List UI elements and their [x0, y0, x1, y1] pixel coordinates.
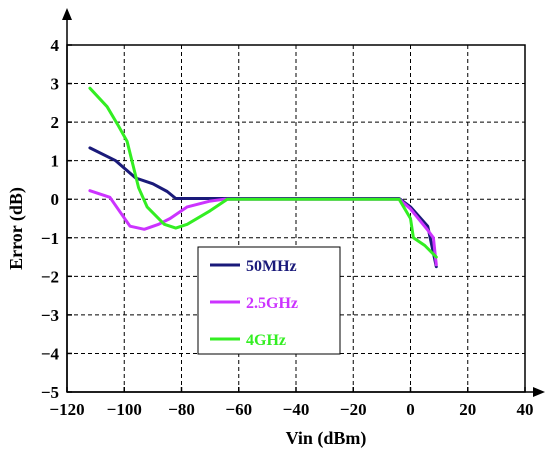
x-tick-label: 40 — [517, 400, 534, 419]
legend: 50MHz 2.5GHz 4GHz — [197, 246, 341, 355]
grid — [67, 45, 525, 392]
x-tick-label: −60 — [225, 400, 252, 419]
x-tick-label: −100 — [107, 400, 142, 419]
x-axis-arrow-icon — [533, 387, 545, 397]
legend-label-50mhz: 50MHz — [246, 258, 297, 275]
legend-label-2.5ghz: 2.5GHz — [246, 295, 298, 312]
y-tick-label: 0 — [51, 190, 60, 209]
y-axis-label: Error (dB) — [6, 187, 27, 270]
axes — [62, 8, 545, 397]
legend-label-4ghz: 4GHz — [246, 332, 286, 349]
y-tick-label: −4 — [41, 344, 60, 363]
x-tick-label: 0 — [406, 400, 415, 419]
x-axis-label: Vin (dBm) — [286, 428, 367, 449]
y-axis-arrow-icon — [62, 8, 72, 20]
tick-labels: −120 −100 −80 −60 −40 −20 0 20 40 4 3 2 1 0 −1 −2 −3 −4 −5 — [41, 36, 534, 419]
series-line-4ghz — [88, 86, 438, 259]
series-lines — [88, 86, 438, 269]
x-tick-label: −120 — [49, 400, 84, 419]
y-tick-label: −5 — [41, 383, 59, 402]
x-tick-label: −80 — [168, 400, 195, 419]
x-tick-label: −40 — [283, 400, 310, 419]
y-tick-label: 4 — [51, 36, 60, 55]
series-line-2.5ghz — [88, 189, 438, 267]
y-tick-label: 2 — [51, 113, 60, 132]
y-tick-label: 3 — [51, 75, 60, 94]
y-tick-label: −2 — [41, 267, 59, 286]
x-tick-label: −20 — [340, 400, 367, 419]
y-tick-label: −3 — [41, 306, 59, 325]
y-tick-label: −1 — [41, 229, 59, 248]
y-tick-label: 1 — [51, 152, 60, 171]
x-tick-label: 20 — [459, 400, 476, 419]
